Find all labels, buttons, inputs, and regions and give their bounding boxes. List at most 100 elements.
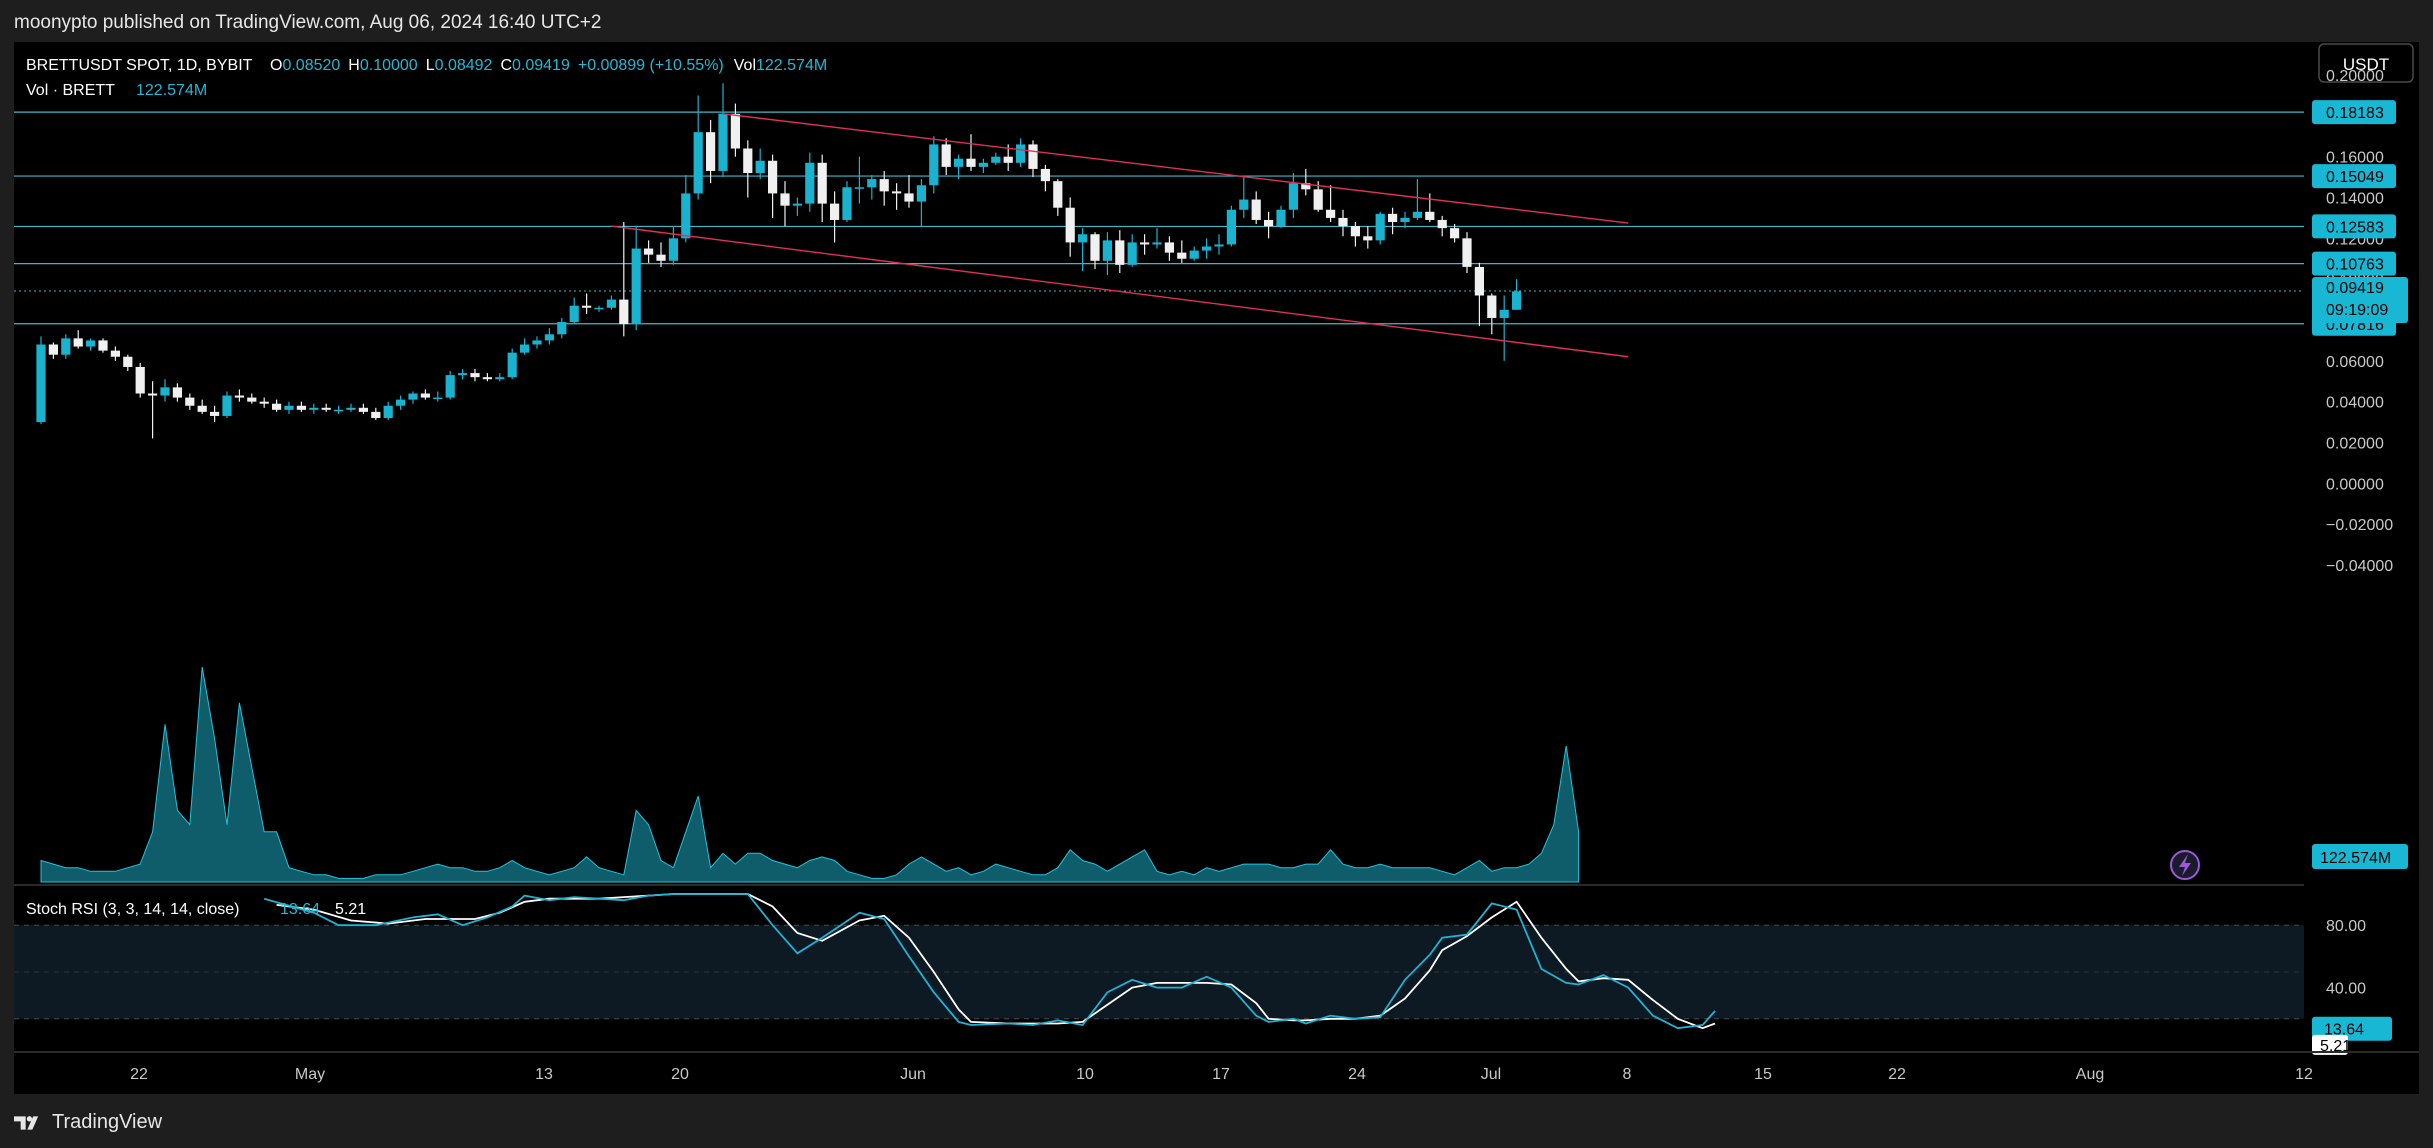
candle[interactable] bbox=[929, 136, 939, 194]
candle-body[interactable] bbox=[321, 407, 331, 410]
currency-button-label[interactable]: USDT bbox=[2343, 55, 2389, 74]
candle-body[interactable] bbox=[1412, 211, 1422, 218]
candle[interactable] bbox=[296, 401, 306, 412]
candle-body[interactable] bbox=[272, 403, 282, 410]
stoch-rsi-tick-label[interactable]: 40.00 bbox=[2326, 981, 2366, 998]
candle-body[interactable] bbox=[631, 248, 641, 325]
price-tick-label[interactable]: 0.06000 bbox=[2326, 354, 2384, 371]
lightning-icon-bolt[interactable] bbox=[2179, 854, 2191, 876]
candle[interactable] bbox=[61, 334, 71, 359]
candle-body[interactable] bbox=[1202, 246, 1212, 251]
candle-body[interactable] bbox=[1251, 199, 1261, 220]
candle-body[interactable] bbox=[1487, 295, 1497, 318]
candle-body[interactable] bbox=[172, 387, 182, 398]
candle[interactable] bbox=[1474, 262, 1484, 327]
candle-body[interactable] bbox=[743, 148, 753, 174]
candle[interactable] bbox=[1425, 193, 1435, 222]
candle[interactable] bbox=[321, 403, 331, 412]
candle[interactable] bbox=[1412, 179, 1422, 220]
candle[interactable] bbox=[1462, 232, 1472, 274]
candle[interactable] bbox=[420, 389, 430, 400]
candle-body[interactable] bbox=[1102, 240, 1112, 261]
candle-body[interactable] bbox=[1053, 181, 1063, 208]
stoch-rsi-axis[interactable]: 80.00 40.00 bbox=[2326, 918, 2366, 997]
candle-body[interactable] bbox=[1189, 250, 1199, 259]
candle-body[interactable] bbox=[1499, 309, 1509, 318]
candle[interactable] bbox=[1028, 140, 1038, 178]
candle-body[interactable] bbox=[644, 248, 654, 255]
candle-body[interactable] bbox=[892, 191, 902, 194]
price-tick-label[interactable]: 0.14000 bbox=[2326, 191, 2384, 208]
candle-body[interactable] bbox=[1065, 207, 1075, 243]
candle-body[interactable] bbox=[86, 340, 96, 347]
candle[interactable] bbox=[1040, 164, 1050, 192]
candle[interactable] bbox=[1140, 234, 1150, 255]
candle-body[interactable] bbox=[110, 350, 120, 357]
candle-body[interactable] bbox=[296, 405, 306, 410]
candle[interactable] bbox=[222, 391, 232, 418]
candle[interactable] bbox=[1090, 232, 1100, 269]
stoch-rsi-tick-label[interactable]: 80.00 bbox=[2326, 918, 2366, 935]
candle-body[interactable] bbox=[1078, 234, 1088, 243]
time-tick-label[interactable]: 24 bbox=[1348, 1066, 1366, 1083]
candle-body[interactable] bbox=[681, 193, 691, 239]
price-tick-label[interactable]: 0.04000 bbox=[2326, 395, 2384, 412]
candle[interactable] bbox=[954, 154, 964, 180]
candle-body[interactable] bbox=[383, 405, 393, 418]
candle[interactable] bbox=[1363, 226, 1373, 249]
candle[interactable] bbox=[1226, 205, 1236, 247]
candle[interactable] bbox=[458, 369, 468, 380]
candle[interactable] bbox=[1512, 279, 1522, 310]
candle[interactable] bbox=[916, 179, 926, 227]
candle-body[interactable] bbox=[507, 352, 517, 378]
candle-body[interactable] bbox=[482, 377, 492, 380]
candle[interactable] bbox=[941, 138, 951, 176]
candle[interactable] bbox=[854, 156, 864, 204]
candle-body[interactable] bbox=[569, 305, 579, 323]
candle-body[interactable] bbox=[978, 162, 988, 167]
candle[interactable] bbox=[631, 226, 641, 331]
time-tick-label[interactable]: 8 bbox=[1623, 1066, 1632, 1083]
candle-body[interactable] bbox=[792, 203, 802, 206]
candle[interactable] bbox=[668, 226, 678, 265]
candle-body[interactable] bbox=[817, 162, 827, 204]
candlestick-series[interactable] bbox=[36, 83, 1522, 439]
candle-body[interactable] bbox=[234, 395, 244, 398]
candle-body[interactable] bbox=[730, 113, 740, 149]
candle[interactable] bbox=[1053, 179, 1063, 216]
time-tick-label[interactable]: May bbox=[295, 1066, 325, 1083]
candle[interactable] bbox=[582, 293, 592, 314]
candle[interactable] bbox=[594, 305, 604, 312]
candle-body[interactable] bbox=[247, 397, 257, 402]
candle-body[interactable] bbox=[991, 156, 1001, 163]
candle[interactable] bbox=[98, 338, 108, 353]
candle[interactable] bbox=[1214, 234, 1224, 255]
candle-body[interactable] bbox=[668, 238, 678, 261]
candle[interactable] bbox=[768, 154, 778, 218]
candle[interactable] bbox=[346, 403, 356, 412]
candle-body[interactable] bbox=[358, 407, 368, 412]
candle-body[interactable] bbox=[867, 179, 877, 188]
candle[interactable] bbox=[693, 95, 703, 200]
time-tick-label[interactable]: 10 bbox=[1076, 1066, 1094, 1083]
candle[interactable] bbox=[470, 369, 480, 382]
candle-body[interactable] bbox=[148, 393, 158, 396]
candle-body[interactable] bbox=[1375, 213, 1385, 241]
candle[interactable] bbox=[334, 405, 344, 414]
candle-body[interactable] bbox=[123, 356, 133, 367]
candle[interactable] bbox=[1102, 232, 1112, 276]
candle[interactable] bbox=[272, 399, 282, 412]
candle-body[interactable] bbox=[98, 340, 108, 351]
candle-body[interactable] bbox=[1512, 291, 1522, 310]
candle-body[interactable] bbox=[1400, 217, 1410, 222]
candle[interactable] bbox=[1288, 173, 1298, 218]
candle-body[interactable] bbox=[445, 375, 455, 398]
candle-body[interactable] bbox=[1301, 183, 1311, 190]
candle[interactable] bbox=[805, 152, 815, 212]
candle-body[interactable] bbox=[1474, 266, 1484, 296]
time-tick-label[interactable]: 22 bbox=[1888, 1066, 1906, 1083]
candle[interactable] bbox=[892, 183, 902, 210]
price-tick-label[interactable]: 0.16000 bbox=[2326, 150, 2384, 167]
candle-body[interactable] bbox=[420, 393, 430, 398]
candle[interactable] bbox=[1078, 228, 1088, 271]
